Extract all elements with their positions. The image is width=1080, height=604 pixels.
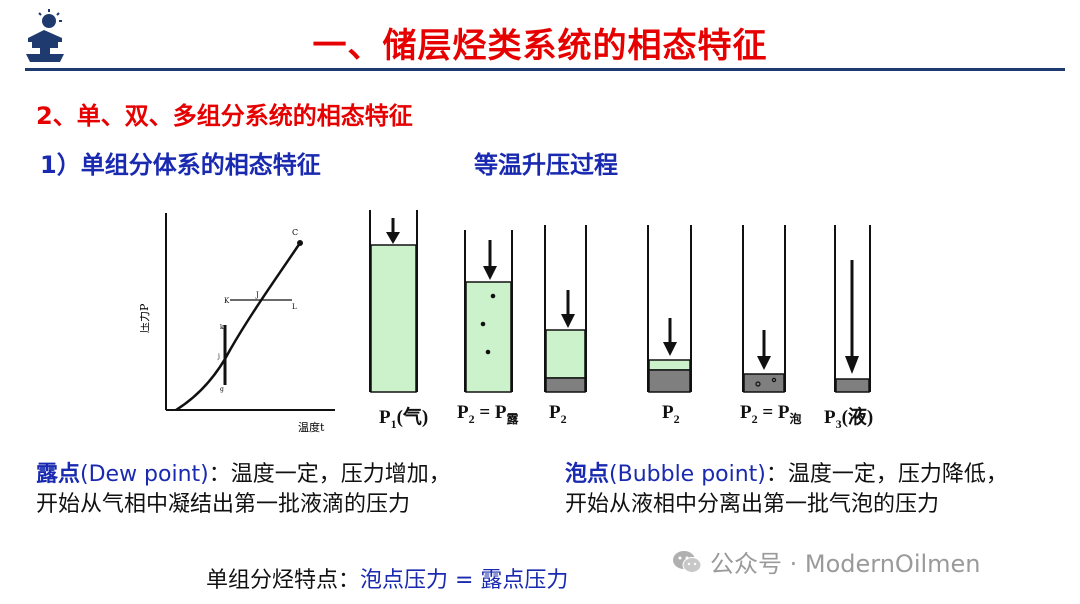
tube-3 xyxy=(544,225,587,393)
liquid-droplet xyxy=(485,349,491,355)
liquid-region xyxy=(648,369,691,393)
dew-point-definition: 露点(Dew point)：温度一定，压力增加， 开始从气相中凝结出第一批液滴的… xyxy=(36,460,451,520)
critical-point xyxy=(297,240,303,246)
tube-sequence xyxy=(369,210,871,393)
process-label: 等温升压过程 xyxy=(474,151,618,179)
dew-point-line2: 开始从气相中凝结出第一批液滴的压力 xyxy=(36,492,411,517)
label-j: j xyxy=(217,353,220,360)
bubble-point-definition: 泡点(Bubble point)：温度一定，压力降低， 开始从液相中分离出第一批… xyxy=(565,460,1008,520)
gas-region xyxy=(465,281,512,393)
tube-1-caption: P1(气) xyxy=(379,407,429,431)
liquid-region xyxy=(545,377,586,393)
tube-2-caption: P2 = P露 xyxy=(457,402,519,426)
gas-region xyxy=(370,244,417,393)
bubble-point-english: (Bubble point) xyxy=(609,462,766,487)
tube-5 xyxy=(742,225,786,393)
liquid-droplet xyxy=(490,293,496,299)
tube-5-caption: P2 = P泡 xyxy=(740,402,802,426)
watermark-text: 公众号 · ModernOilmen xyxy=(710,550,981,578)
dew-point-term: 露点 xyxy=(36,462,81,487)
gas-region xyxy=(545,329,586,379)
label-C: C xyxy=(292,228,298,237)
label-K: K xyxy=(224,297,230,305)
vapor-pressure-curve xyxy=(175,242,302,412)
tube-4 xyxy=(647,225,692,393)
tube-2 xyxy=(464,230,513,393)
gas-bubble xyxy=(755,381,761,387)
x-axis-label: 温度t xyxy=(298,420,325,434)
summary-equation: 泡点压力 = 露点压力 xyxy=(360,568,569,593)
liquid-region xyxy=(835,378,870,393)
subsection-heading: 1）单组分体系的相态特征 xyxy=(40,151,321,179)
tube-6 xyxy=(834,225,871,393)
bubble-point-line2: 开始从液相中分离出第一批气泡的压力 xyxy=(565,492,940,517)
gas-region xyxy=(648,359,691,371)
bubble-point-line1: ：温度一定，压力降低， xyxy=(765,462,1008,487)
summary-line: 单组分烃特点：泡点压力 = 露点压力 xyxy=(206,562,568,594)
tube-6-caption: P3(液) xyxy=(824,407,874,431)
liquid-droplet xyxy=(480,321,486,327)
tube-1 xyxy=(369,210,418,393)
page-title: 一、储层烃类系统的相态特征 xyxy=(312,26,768,66)
pt-phase-diagram: C K J L k j g 压力P 温度t xyxy=(140,213,335,434)
label-g: g xyxy=(220,386,224,393)
section-heading: 2、单、双、多组分系统的相态特征 xyxy=(36,102,413,130)
tube-4-caption: P2 xyxy=(662,402,680,426)
label-J: J xyxy=(255,291,259,299)
y-axis-label: 压力P xyxy=(140,303,151,333)
liquid-region xyxy=(743,373,785,393)
dew-point-english: (Dew point) xyxy=(80,462,209,487)
summary-prefix: 单组分烃特点： xyxy=(206,568,361,593)
wechat-icon xyxy=(673,550,702,573)
tube-3-caption: P2 xyxy=(549,402,567,426)
label-k: k xyxy=(220,324,224,331)
bubble-point-term: 泡点 xyxy=(565,462,610,487)
company-logo xyxy=(22,8,68,66)
label-L: L xyxy=(292,303,297,311)
dew-point-line1: ：温度一定，压力增加， xyxy=(208,462,451,487)
watermark: 公众号 · ModernOilmen xyxy=(672,544,981,579)
title-divider xyxy=(25,68,1065,71)
gas-bubble xyxy=(771,377,777,383)
